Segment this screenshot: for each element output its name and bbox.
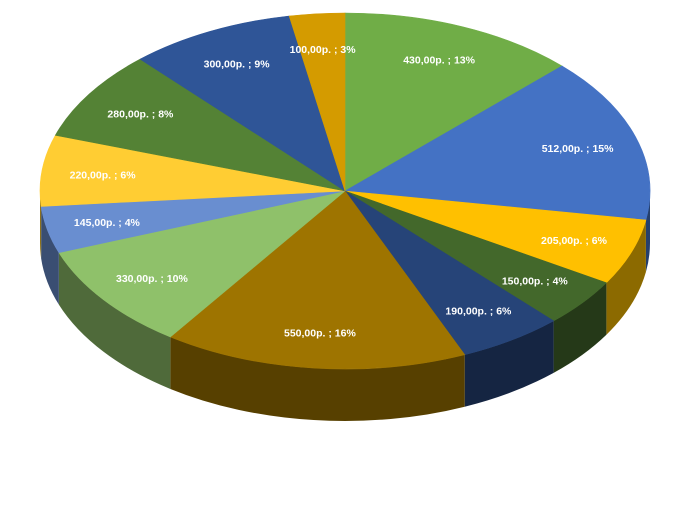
pie-slice-side-1 bbox=[645, 191, 650, 273]
pie-slice-side-4 bbox=[464, 320, 554, 407]
pie-slice-1 bbox=[344, 65, 651, 221]
pie-slice-label-9: 280,00р. ; 8% bbox=[107, 108, 174, 120]
pie-slice-label-2: 205,00р. ; 6% bbox=[541, 235, 608, 247]
pie-labels: 430,00р. ; 13% 512,00р. ; 15% 205,00р. ; 6… bbox=[70, 44, 615, 339]
pie-slice-8 bbox=[39, 134, 346, 207]
pie-slice-side-3 bbox=[553, 282, 607, 373]
pie-slice-label-10: 300,00р. ; 9% bbox=[204, 58, 271, 70]
pie-slice-side-5 bbox=[170, 336, 465, 421]
pie-slice-side-6 bbox=[58, 252, 171, 389]
pie-slice-side-8 bbox=[40, 191, 42, 259]
pie-slice-0 bbox=[344, 12, 563, 192]
pie-slice-label-3: 150,00р. ; 4% bbox=[502, 276, 569, 288]
pie-sides bbox=[40, 191, 650, 421]
pie-slice-label-0: 430,00р. ; 13% bbox=[403, 55, 475, 67]
pie-slice-label-1: 512,00р. ; 15% bbox=[542, 143, 614, 155]
pie-slice-label-5: 550,00р. ; 16% bbox=[284, 328, 356, 340]
pie-slice-side-7 bbox=[41, 206, 59, 305]
pie-slices bbox=[39, 12, 651, 370]
pie-slice-side-2 bbox=[606, 220, 646, 335]
pie-slice-9 bbox=[54, 58, 346, 192]
pie-slice-label-7: 145,00р. ; 4% bbox=[74, 217, 141, 229]
pie-slice-6 bbox=[58, 190, 346, 338]
pie-slice-label-4: 190,00р. ; 6% bbox=[445, 305, 512, 317]
pie-slice-5 bbox=[169, 190, 466, 370]
pie-slice-10 bbox=[139, 15, 346, 192]
pie-slice-label-11: 100,00р. ; 3% bbox=[290, 44, 357, 56]
pie-slice-label-6: 330,00р. ; 10% bbox=[116, 273, 188, 285]
pie-slice-label-8: 220,00р. ; 6% bbox=[70, 170, 137, 182]
pie-slice-11 bbox=[288, 12, 346, 192]
